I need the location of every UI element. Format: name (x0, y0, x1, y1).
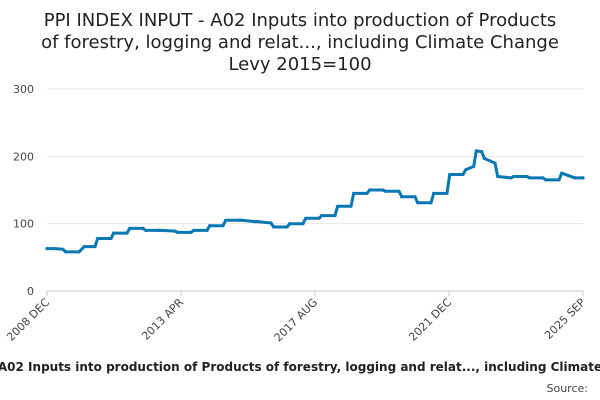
data-point (397, 189, 401, 193)
data-point (269, 221, 273, 225)
chart-title: PPI INDEX INPUT - A02 Inputs into produc… (41, 10, 559, 75)
y-tick-label: 100 (13, 218, 34, 231)
source-label: Source: (547, 382, 589, 395)
data-point (192, 228, 196, 232)
data-point (384, 189, 388, 193)
data-point (333, 214, 337, 218)
data-point (77, 250, 81, 254)
data-point (157, 228, 161, 232)
data-point (288, 222, 292, 226)
data-point (208, 224, 212, 228)
data-point (349, 204, 353, 208)
data-point (368, 188, 372, 192)
data-point (493, 161, 497, 165)
legend-label: A02 Inputs into production of Products o… (0, 360, 600, 374)
series-layer (45, 149, 585, 254)
data-point (320, 214, 324, 218)
data-point (336, 204, 340, 208)
y-tick-label: 0 (27, 285, 34, 298)
data-point (144, 228, 148, 232)
y-tick-label: 300 (13, 83, 34, 96)
data-point (445, 191, 449, 195)
x-tick-label: 2013 APR (139, 296, 186, 343)
chart-title-line-3: Levy 2015=100 (228, 54, 371, 75)
data-point (112, 231, 116, 235)
data-point (93, 245, 97, 249)
data-point (461, 172, 465, 177)
x-tick-label: 2025 SEP (542, 296, 588, 342)
data-point (464, 168, 468, 172)
data-point (53, 247, 57, 251)
data-point (560, 171, 564, 175)
data-point (253, 220, 257, 224)
data-point (240, 218, 244, 222)
data-point (557, 178, 561, 182)
data-point (304, 216, 308, 220)
y-axis: 0 100 200 300 (13, 83, 34, 298)
data-point (429, 201, 433, 205)
data-point (381, 188, 385, 192)
data-point (448, 172, 452, 177)
data-point (512, 174, 516, 179)
data-point (509, 176, 513, 180)
data-point (256, 220, 260, 224)
data-point (400, 195, 404, 199)
chart-title-line-2: of forestry, logging and relat..., inclu… (41, 32, 559, 53)
data-point (472, 164, 476, 168)
data-point (365, 191, 369, 195)
data-point (173, 229, 177, 233)
data-point (61, 247, 65, 251)
x-axis: 2008 DEC 2013 APR 2017 AUG 2021 DEC 2025 SEP (4, 291, 588, 344)
grid-lines (47, 88, 583, 292)
data-point (237, 218, 241, 222)
data-point (272, 225, 276, 229)
data-point (416, 201, 420, 205)
data-point (317, 216, 321, 220)
data-point (45, 247, 49, 251)
data-point (285, 225, 289, 229)
data-point (480, 150, 484, 154)
data-point (160, 228, 164, 232)
series-line (45, 149, 585, 254)
data-point (224, 218, 228, 222)
x-tick-label: 2017 AUG (272, 296, 321, 345)
data-point (528, 176, 532, 180)
chart-title-line-1: PPI INDEX INPUT - A02 Inputs into produc… (44, 10, 557, 31)
data-point (205, 228, 209, 232)
data-point (432, 191, 436, 195)
data-point (109, 236, 113, 241)
data-point (96, 236, 100, 241)
data-point (544, 178, 548, 182)
data-point (525, 174, 529, 179)
data-point (541, 176, 545, 180)
data-point (176, 230, 180, 234)
data-point (82, 245, 86, 249)
data-point (581, 176, 585, 180)
data-point (128, 226, 132, 230)
x-tick-label: 2021 DEC (406, 296, 454, 344)
data-point (496, 174, 500, 179)
data-point (221, 224, 225, 228)
data-point (189, 230, 193, 234)
data-point (64, 250, 68, 254)
data-point (301, 222, 305, 226)
y-tick-label: 200 (13, 150, 34, 163)
data-point (352, 191, 356, 195)
data-point (141, 226, 145, 230)
data-point (573, 176, 577, 180)
data-point (413, 195, 417, 199)
data-point (482, 156, 486, 160)
x-tick-label: 2008 DEC (4, 296, 52, 344)
data-point (125, 231, 129, 235)
data-point (474, 149, 478, 153)
